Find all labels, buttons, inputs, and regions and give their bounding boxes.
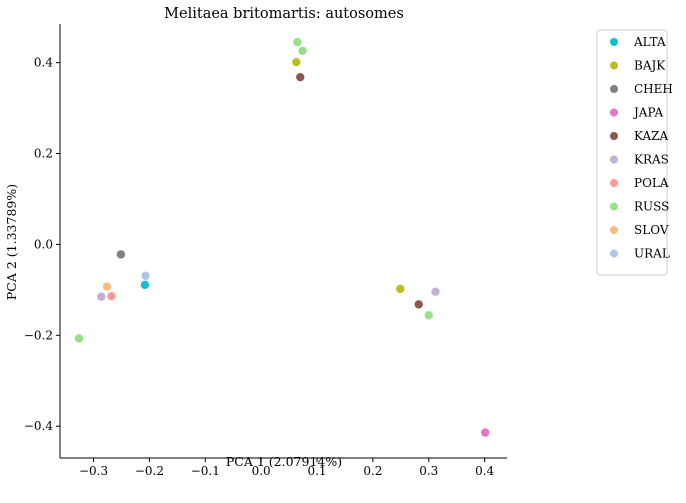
legend-marker-cheh (610, 85, 618, 93)
legend-label-kras: KRAS (634, 153, 669, 167)
point-russ (292, 37, 303, 47)
legend-marker-japa (610, 108, 618, 117)
y-axis-label: PCA 2 (1.33789%) (4, 184, 19, 300)
legend-label-russ: RUSS (634, 200, 669, 214)
data-points (74, 37, 491, 438)
legend-label-slov: SLOV (634, 223, 669, 237)
x-axis-label: PCA 1 (2.07914%) (226, 454, 342, 469)
point-kaza (295, 72, 306, 82)
point-bajk (395, 284, 406, 294)
x-tick-label: −0.2 (135, 464, 164, 478)
plot-axes: −0.3 −0.2 −0.1 0.0 0.1 0.2 0.3 0.4 −0.4 −0.2 0.0 0.… (24, 24, 507, 478)
legend-label-cheh: CHEH (634, 82, 673, 96)
y-tick-label: 0.4 (34, 56, 53, 70)
point-russ (297, 46, 308, 56)
point-russ (423, 310, 434, 321)
point-ural (140, 270, 151, 281)
point-alta (140, 280, 150, 290)
legend-marker-russ (610, 202, 618, 211)
x-tick-label: 0.4 (475, 464, 494, 478)
y-tick-label: −0.2 (24, 328, 53, 342)
chart-title: Melitaea britomartis: autosomes (164, 6, 404, 22)
y-tick-label: 0.0 (34, 237, 53, 251)
x-tick-label: 0.2 (363, 464, 382, 478)
legend-marker-slov (610, 226, 618, 234)
point-kras (96, 291, 107, 302)
legend-marker-kaza (610, 132, 618, 140)
legend: ALTA BAJK CHEH JAPA KAZA KRAS POLA RUSS SLOV URAL (596, 29, 673, 276)
x-tick-label: −0.1 (191, 464, 220, 478)
point-japa (480, 427, 491, 438)
legend-marker-ural (610, 249, 618, 258)
point-slov (102, 281, 112, 292)
point-kaza (413, 299, 424, 310)
x-tick-label: 0.0 (252, 464, 271, 478)
legend-label-ural: URAL (634, 247, 670, 261)
y-tick-label: 0.2 (34, 147, 53, 161)
y-tick-label: −0.4 (24, 419, 54, 433)
x-tick-label: 0.3 (419, 464, 438, 478)
legend-label-bajk: BAJK (634, 59, 666, 73)
legend-marker-pola (610, 179, 618, 187)
point-pola (106, 291, 117, 302)
x-tick-label: 0.1 (307, 464, 326, 478)
point-bajk (291, 57, 302, 67)
legend-label-japa: JAPA (632, 106, 663, 120)
point-cheh (116, 249, 126, 260)
legend-marker-alta (610, 38, 618, 46)
legend-marker-bajk (610, 61, 618, 70)
legend-label-kaza: KAZA (634, 129, 668, 143)
legend-label-alta: ALTA (633, 35, 666, 49)
legend-label-pola: POLA (634, 176, 669, 190)
point-russ (74, 333, 84, 344)
legend-marker-kras (610, 155, 618, 164)
point-kras (430, 286, 441, 297)
x-tick-label: −0.3 (79, 464, 108, 478)
